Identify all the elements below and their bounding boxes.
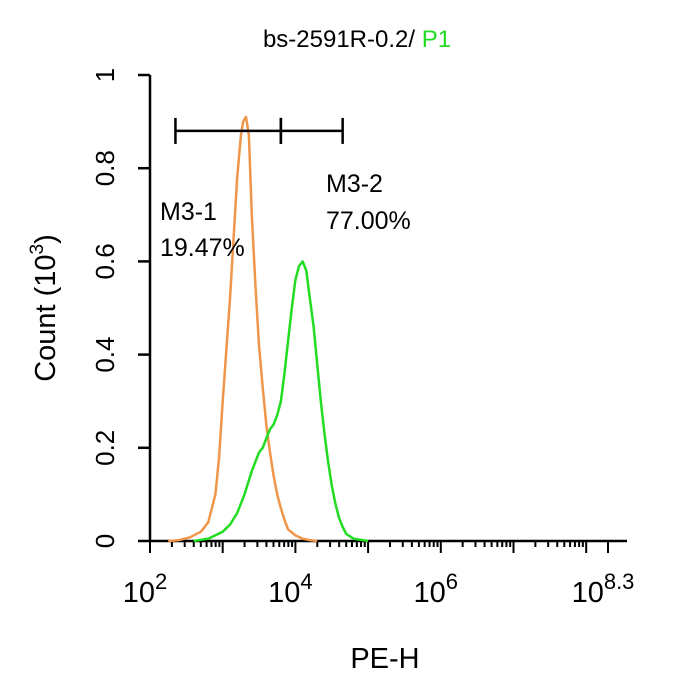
y-axis-label-suffix: ) xyxy=(30,234,62,244)
x-tick-label: 108.3 xyxy=(572,569,635,609)
y-axis-tick-labels: 0 0.2 0.4 0.6 0.8 1 xyxy=(90,68,120,548)
x-axis-label: PE-H xyxy=(350,643,419,675)
x-tick-label: 102 xyxy=(123,569,168,609)
y-axis-label: Count (103) xyxy=(27,234,62,382)
marker-m3-2-name: M3-2 xyxy=(326,170,383,198)
chart-title-gate: P1 xyxy=(422,26,451,53)
y-tick-label: 0.8 xyxy=(90,150,120,186)
chart-title: bs-2591R-0.2/ P1 xyxy=(263,26,451,53)
y-tick-label: 0.4 xyxy=(90,337,120,373)
y-tick-label: 0.6 xyxy=(90,243,120,279)
marker-m3-2-percent: 77.00% xyxy=(326,207,411,235)
x-axis-ticks xyxy=(149,541,609,553)
y-tick-label: 0 xyxy=(90,534,120,548)
marker-layer xyxy=(174,117,344,144)
x-axis-tick-labels: 102 104 106 108.3 xyxy=(123,569,635,609)
y-tick-label: 0.2 xyxy=(90,430,120,466)
series-layer xyxy=(168,115,369,543)
y-axis-ticks xyxy=(138,73,150,543)
marker-m3-1-percent: 19.47% xyxy=(160,234,245,262)
marker-m3-1-name: M3-1 xyxy=(160,198,217,226)
chart-title-separator: / xyxy=(408,26,421,53)
series-p1-line xyxy=(193,260,369,543)
chart-title-sample: bs-2591R-0.2 xyxy=(263,26,408,53)
y-axis-label-prefix: Count (10 xyxy=(30,254,62,381)
x-tick-label: 106 xyxy=(414,569,459,609)
y-tick-label: 1 xyxy=(90,68,120,82)
y-axis-label-exponent: 3 xyxy=(27,244,48,255)
x-tick-label: 104 xyxy=(268,569,313,609)
series-control-line xyxy=(168,115,318,543)
